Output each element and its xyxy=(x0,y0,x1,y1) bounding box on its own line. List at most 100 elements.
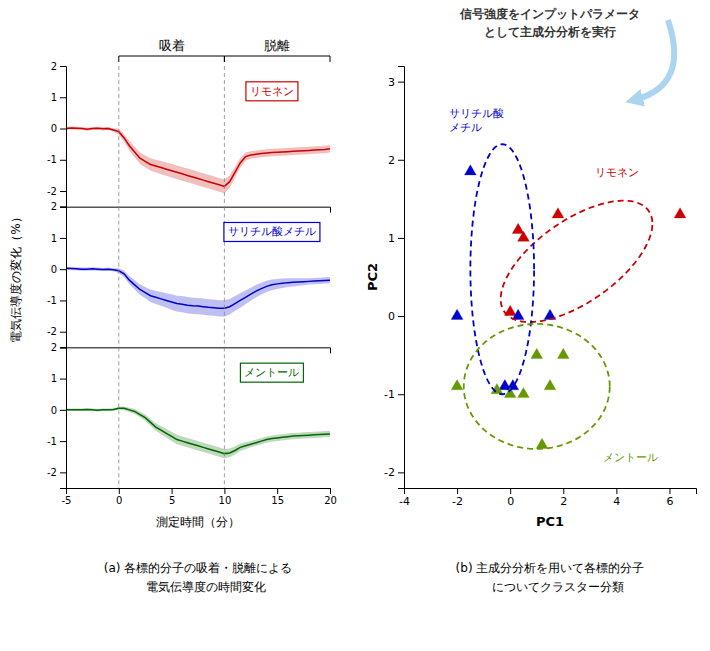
tick: 1 xyxy=(51,92,66,103)
point xyxy=(536,438,548,448)
tick-mark xyxy=(60,269,66,270)
point xyxy=(557,348,569,358)
caption: (a) 各標的分子の吸着・脱離による xyxy=(104,561,293,575)
tick: 2 xyxy=(51,61,66,72)
x-axis-title: PC1 xyxy=(536,514,564,529)
point xyxy=(451,380,463,390)
tick-mark xyxy=(398,238,404,239)
tick: 15 xyxy=(271,488,284,506)
axis: -2 -1 0 1 2 xyxy=(47,201,66,347)
tick-label: 0 xyxy=(51,264,57,275)
tick-label: -1 xyxy=(47,295,57,306)
bracket-label: 吸着 xyxy=(159,38,185,53)
tick-label: 2 xyxy=(51,342,57,353)
reference-line xyxy=(118,66,119,207)
tick-label: 1 xyxy=(51,373,57,384)
cluster-ellipse xyxy=(501,201,653,322)
tick: 0 xyxy=(116,488,122,506)
tick-label: 0 xyxy=(51,405,57,416)
tick: -2 xyxy=(47,186,66,197)
tick-mark xyxy=(60,238,66,239)
std-band xyxy=(66,126,330,193)
tick-mark xyxy=(60,66,66,67)
tick-mark xyxy=(60,191,66,192)
tick: 2 xyxy=(51,201,66,212)
tick: -5 xyxy=(62,488,72,506)
tick-label: -2 xyxy=(384,466,395,479)
cluster-ellipse xyxy=(464,324,610,449)
tick-mark xyxy=(119,488,120,494)
caption: 電気伝導度の時間変化 xyxy=(130,580,265,594)
annotation: メチル xyxy=(449,121,482,134)
tick-mark xyxy=(60,129,66,130)
tick-label: 0 xyxy=(507,495,514,508)
tick-label: -1 xyxy=(47,436,57,447)
tick: 1 xyxy=(51,233,66,244)
tick: 2 xyxy=(388,154,404,167)
annotation: リモネン xyxy=(595,166,639,179)
tick-label: 10 xyxy=(219,495,232,506)
point xyxy=(464,165,476,175)
axis-line xyxy=(60,67,67,208)
arrow xyxy=(634,20,674,100)
tick: 20 xyxy=(324,488,337,506)
axis: -5 0 5 10 15 20 xyxy=(62,488,337,506)
tick-label: -2 xyxy=(47,467,57,478)
tick: 2 xyxy=(51,342,66,353)
tick-mark xyxy=(398,472,404,473)
tick-mark xyxy=(172,488,173,494)
tick-mark xyxy=(510,488,511,494)
point xyxy=(451,309,463,319)
series-label-box xyxy=(224,222,320,241)
tick-mark xyxy=(457,488,458,494)
series-label: サリチル酸メチル xyxy=(228,225,316,238)
reference-line xyxy=(224,66,225,207)
series-label: メントール xyxy=(244,366,299,379)
tick-label: -1 xyxy=(384,388,395,401)
bracket xyxy=(224,56,330,62)
tick-label: -2 xyxy=(47,326,57,337)
tick-mark xyxy=(224,488,225,494)
subtitle: として主成分分析を実行 xyxy=(484,25,616,39)
bracket xyxy=(119,56,225,62)
tick: -2 xyxy=(47,326,66,337)
reference-line xyxy=(118,347,119,488)
tick: 6 xyxy=(666,488,673,508)
caption: についてクラスター分類 xyxy=(476,580,623,594)
tick: 0 xyxy=(51,264,66,275)
series-label: リモネン xyxy=(250,85,294,98)
tick-mark xyxy=(398,394,404,395)
y-axis-title: 電気伝導度の変化（%） xyxy=(9,211,23,342)
tick-mark xyxy=(398,160,404,161)
series-label-box xyxy=(246,82,298,101)
tick-mark xyxy=(330,488,331,494)
tick: -2 xyxy=(384,466,404,479)
tick: 5 xyxy=(169,488,175,506)
tick-mark xyxy=(60,97,66,98)
line xyxy=(66,268,330,308)
tick: 2 xyxy=(560,488,567,508)
tick-label: 20 xyxy=(324,495,337,506)
tick: -2 xyxy=(47,467,66,478)
tick-label: 2 xyxy=(51,201,57,212)
reference-line xyxy=(224,347,225,488)
tick: 3 xyxy=(388,76,404,89)
y-axis-title: PC2 xyxy=(365,263,380,291)
axis-line xyxy=(60,348,67,489)
tick-mark xyxy=(669,488,670,494)
series-label-box xyxy=(240,363,303,382)
tick: -1 xyxy=(47,154,66,165)
cluster-ellipse xyxy=(470,144,534,394)
tick: -1 xyxy=(47,295,66,306)
point xyxy=(512,223,524,233)
tick-label: 1 xyxy=(51,233,57,244)
tick-label: -1 xyxy=(47,154,57,165)
point xyxy=(518,387,530,397)
tick-label: -5 xyxy=(62,495,72,506)
point xyxy=(518,231,530,241)
annotation: サリチル酸 xyxy=(449,107,504,120)
tick: -2 xyxy=(452,488,463,508)
tick-mark xyxy=(60,472,66,473)
tick-mark xyxy=(563,488,564,494)
tick: 0 xyxy=(507,488,514,508)
